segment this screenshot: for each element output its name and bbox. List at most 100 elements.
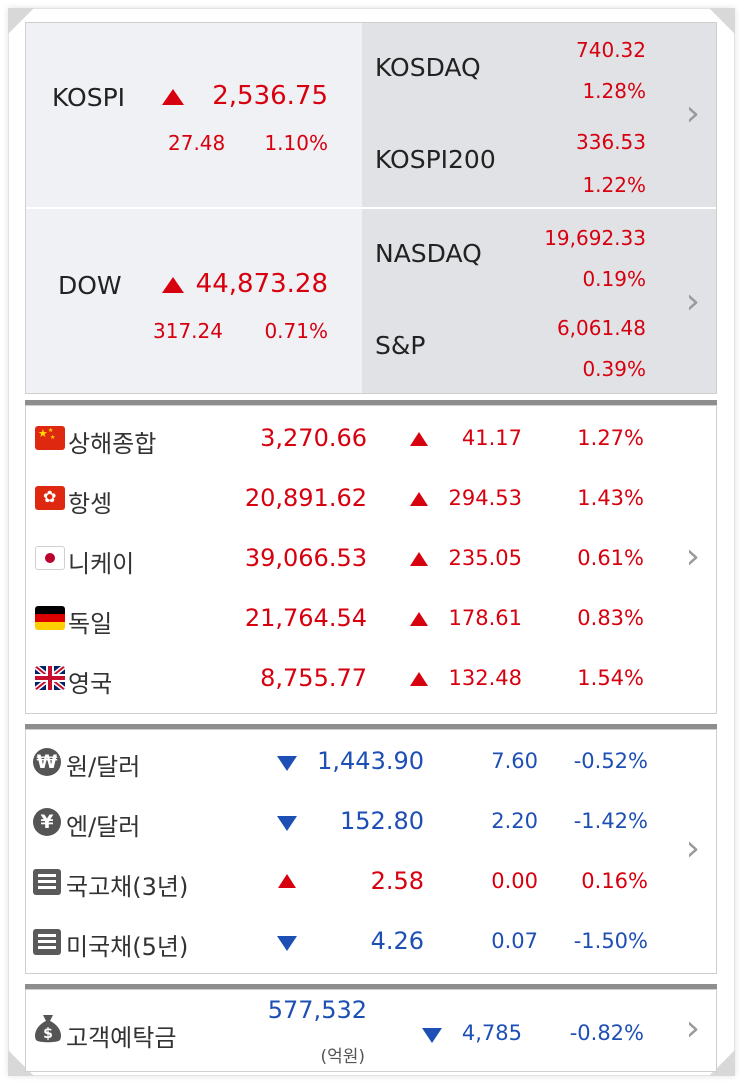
hongkong-flag-icon: ✿ <box>35 486 65 510</box>
up-arrow-icon <box>410 612 428 626</box>
sp-rate: 0.39% <box>582 357 646 381</box>
fx-bond-panel[interactable]: ₩ 원/달러 1,443.90 7.60 -0.52% ¥ 엔/달러 152.8… <box>25 729 717 974</box>
nasdaq-value: 19,692.33 <box>544 226 646 250</box>
index-rate: 1.27% <box>577 426 644 450</box>
up-arrow-icon <box>162 277 184 293</box>
deposit-change: 4,785 <box>461 1021 522 1045</box>
bond-rate: 0.16% <box>581 869 648 893</box>
index-rate: 0.61% <box>577 546 644 570</box>
won-icon: ₩ <box>33 748 61 776</box>
fx-rate: -0.52% <box>573 749 648 773</box>
bond-value: 4.26 <box>370 927 424 955</box>
fx-value: 152.80 <box>340 807 424 835</box>
index-rate: 1.54% <box>577 666 644 690</box>
global-indices-panel[interactable]: ★ ★ ★ 상해종합 3,270.66 41.17 1.27% ✿ 항셍 20,… <box>25 405 717 714</box>
kosdaq-kospi200-card[interactable]: KOSDAQ 740.32 1.28% KOSPI200 336.53 1.22… <box>362 23 716 207</box>
list-icon <box>33 869 61 895</box>
kosdaq-value: 740.32 <box>576 38 646 62</box>
kospi200-value: 336.53 <box>576 130 646 154</box>
japan-flag-icon <box>35 546 65 570</box>
section-divider-bar <box>25 724 717 729</box>
nasdaq-rate: 0.19% <box>582 267 646 291</box>
kospi-value: 2,536.75 <box>212 81 328 111</box>
kospi-change: 27.48 <box>168 131 226 155</box>
money-bag-icon: $ <box>33 1012 63 1044</box>
down-arrow-icon <box>277 936 297 951</box>
index-name: 독일 <box>68 610 113 638</box>
section-divider-bar <box>25 984 717 989</box>
index-value: 20,891.62 <box>244 484 367 512</box>
index-change: 132.48 <box>448 666 522 690</box>
china-flag-icon: ★ ★ ★ <box>35 426 65 450</box>
fx-change: 2.20 <box>491 809 538 833</box>
uk-flag-icon <box>35 666 65 690</box>
kospi200-rate: 1.22% <box>582 173 646 197</box>
index-rate: 0.83% <box>577 606 644 630</box>
chevron-right-icon[interactable]: › <box>685 828 700 869</box>
deposit-rate: -0.82% <box>569 1021 644 1045</box>
index-name: 니케이 <box>68 550 135 578</box>
chevron-right-icon[interactable]: › <box>685 93 700 134</box>
kospi-rate: 1.10% <box>264 131 328 155</box>
bond-value: 2.58 <box>370 867 424 895</box>
index-change: 235.05 <box>448 546 522 570</box>
nasdaq-sp-card[interactable]: NASDAQ 19,692.33 0.19% S&P 6,061.48 0.39… <box>362 209 716 393</box>
up-arrow-icon <box>410 492 428 506</box>
up-arrow-icon <box>410 432 428 446</box>
down-arrow-icon <box>277 756 297 771</box>
index-value: 39,066.53 <box>244 544 367 572</box>
up-arrow-icon <box>410 552 428 566</box>
yen-icon: ¥ <box>33 808 61 836</box>
svg-text:$: $ <box>43 1026 53 1042</box>
index-name: 상해종합 <box>68 430 157 458</box>
fx-change: 7.60 <box>491 749 538 773</box>
up-arrow-icon <box>410 672 428 686</box>
kospi200-name: KOSPI200 <box>375 145 496 174</box>
bond-name: 미국채(5년) <box>66 933 189 961</box>
bond-rate: -1.50% <box>573 929 648 953</box>
list-icon <box>33 929 61 955</box>
germany-flag-icon <box>35 606 65 630</box>
deposit-unit: (억원) <box>320 1047 365 1067</box>
deposit-name: 고객예탁금 <box>66 1024 177 1052</box>
chevron-right-icon[interactable]: › <box>685 536 700 577</box>
dow-value: 44,873.28 <box>195 269 328 299</box>
kospi-card[interactable]: KOSPI 2,536.75 27.48 1.10% <box>26 23 362 207</box>
fx-value: 1,443.90 <box>317 747 424 775</box>
sp-name: S&P <box>375 331 426 360</box>
bond-change: 0.07 <box>491 929 538 953</box>
sp-value: 6,061.48 <box>556 316 646 340</box>
chevron-right-icon[interactable]: › <box>685 281 700 322</box>
index-rate: 1.43% <box>577 486 644 510</box>
index-change: 294.53 <box>448 486 522 510</box>
major-indices-panel: KOSPI 2,536.75 27.48 1.10% KOSDAQ 740.32… <box>25 22 717 394</box>
index-value: 8,755.77 <box>260 664 367 692</box>
kosdaq-name: KOSDAQ <box>375 53 481 82</box>
index-name: 항셍 <box>68 490 113 518</box>
deposit-panel[interactable]: $ 고객예탁금 577,532 (억원) 4,785 -0.82% › <box>25 989 717 1072</box>
index-name: 영국 <box>68 670 113 698</box>
chevron-right-icon[interactable]: › <box>685 1008 700 1049</box>
kosdaq-rate: 1.28% <box>582 79 646 103</box>
kospi-name: KOSPI <box>52 83 126 112</box>
bond-change: 0.00 <box>491 869 538 893</box>
fx-rate: -1.42% <box>573 809 648 833</box>
dow-card[interactable]: DOW 44,873.28 317.24 0.71% <box>26 209 362 393</box>
index-value: 3,270.66 <box>260 424 367 452</box>
dow-name: DOW <box>58 271 122 300</box>
fx-name: 원/달러 <box>66 753 141 781</box>
dow-change: 317.24 <box>153 319 223 343</box>
deposit-value: 577,532 <box>267 996 367 1024</box>
dow-rate: 0.71% <box>264 319 328 343</box>
index-change: 178.61 <box>448 606 522 630</box>
index-value: 21,764.54 <box>244 604 367 632</box>
bond-name: 국고채(3년) <box>66 873 189 901</box>
section-divider-bar <box>25 400 717 405</box>
up-arrow-icon <box>278 874 296 888</box>
fx-name: 엔/달러 <box>66 813 141 841</box>
divider <box>26 207 716 209</box>
screenshot-frame <box>8 8 735 1076</box>
down-arrow-icon <box>422 1028 442 1043</box>
nasdaq-name: NASDAQ <box>375 239 482 268</box>
up-arrow-icon <box>162 89 184 105</box>
